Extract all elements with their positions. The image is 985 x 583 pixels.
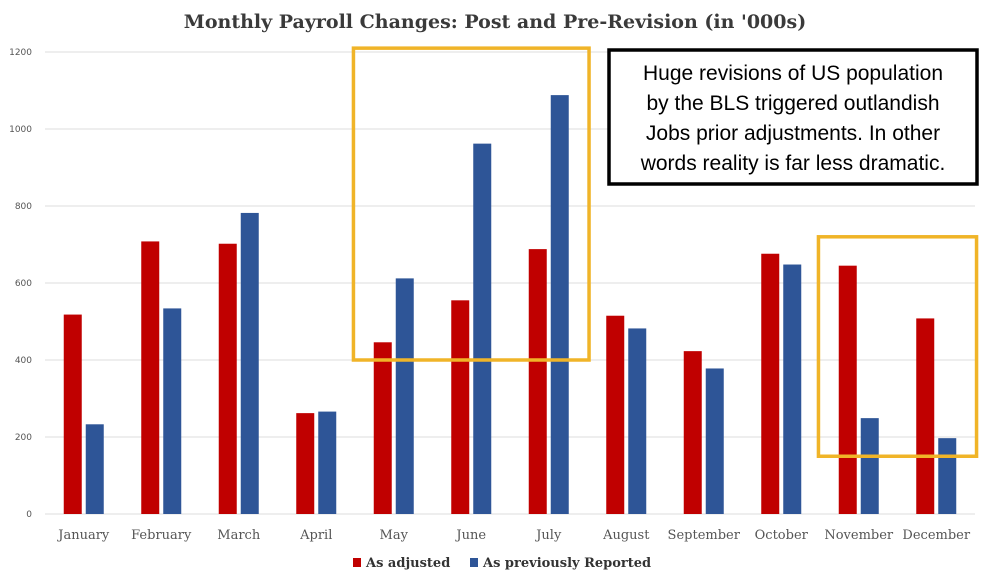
- bar-as-previously-reported-december: [938, 438, 957, 514]
- highlight-box-may-july: [351, 46, 591, 362]
- legend: As adjusted As previously Reported: [353, 556, 651, 571]
- x-axis-ticks: January February March April May June July Augu…: [56, 528, 971, 543]
- x-tick-label: June: [454, 528, 486, 543]
- bar-as-previously-reported-september: [705, 368, 724, 514]
- bar-as-previously-reported-march: [240, 212, 259, 514]
- x-tick-label: December: [902, 528, 970, 543]
- bar-as-previously-reported-july: [550, 95, 569, 515]
- legend-swatch-as-adjusted: [353, 558, 361, 567]
- bar-as-previously-reported-may: [395, 278, 414, 514]
- bar-as-previously-reported-june: [473, 143, 492, 514]
- legend-swatch-as-previously-reported: [470, 558, 478, 567]
- bars: [63, 95, 957, 515]
- x-tick-label: May: [380, 528, 409, 543]
- x-tick-label: March: [217, 528, 261, 543]
- bar-as-previously-reported-august: [628, 328, 647, 514]
- annotation-border: [607, 48, 979, 186]
- bar-as-adjusted-february: [141, 241, 160, 515]
- annotation-line-1: Huge revisions of US population: [643, 62, 943, 85]
- bar-as-previously-reported-november: [860, 418, 879, 514]
- y-tick-label: 0: [26, 510, 32, 520]
- bar-as-adjusted-december: [916, 318, 935, 514]
- x-tick-label: April: [299, 528, 332, 543]
- annotation-box: Huge revisions of US population by the B…: [607, 48, 979, 186]
- bar-as-adjusted-january: [63, 314, 82, 514]
- bar-as-adjusted-june: [451, 300, 470, 514]
- highlight-box-november-december: [816, 235, 979, 458]
- bar-as-adjusted-september: [683, 351, 702, 514]
- bar-as-previously-reported-april: [318, 411, 337, 514]
- y-tick-label: 1000: [9, 125, 32, 135]
- y-axis-ticks: 0 200 400 600 800 1000 1200: [9, 48, 32, 520]
- bar-as-adjusted-may: [373, 342, 392, 514]
- x-tick-label: February: [131, 528, 192, 543]
- annotation-line-3: Jobs prior adjustments. In other: [646, 122, 940, 145]
- bar-as-adjusted-november: [838, 265, 857, 514]
- y-tick-label: 400: [15, 356, 32, 366]
- bar-as-previously-reported-january: [85, 424, 104, 514]
- chart-title: Monthly Payroll Changes: Post and Pre-Re…: [184, 11, 806, 33]
- x-tick-label: September: [668, 528, 741, 543]
- x-tick-label: January: [56, 528, 110, 543]
- x-tick-label: July: [534, 528, 562, 543]
- x-tick-label: November: [824, 528, 894, 543]
- annotation-line-2: by the BLS triggered outlandish: [646, 92, 939, 115]
- bar-as-previously-reported-february: [163, 308, 182, 514]
- x-tick-label: August: [602, 528, 650, 543]
- y-tick-label: 600: [15, 279, 32, 289]
- legend-label-as-previously-reported: As previously Reported: [482, 556, 651, 571]
- bar-as-previously-reported-october: [783, 264, 802, 514]
- bar-as-adjusted-march: [218, 243, 237, 515]
- annotation-line-4: words reality is far less dramatic.: [640, 152, 946, 175]
- y-tick-label: 800: [15, 202, 32, 212]
- x-tick-label: October: [755, 528, 809, 543]
- y-tick-label: 1200: [9, 48, 32, 58]
- bar-as-adjusted-july: [528, 249, 547, 514]
- bar-as-adjusted-october: [761, 253, 780, 515]
- bar-as-adjusted-august: [606, 315, 625, 514]
- y-tick-label: 200: [15, 433, 32, 443]
- legend-label-as-adjusted: As adjusted: [365, 556, 450, 571]
- bar-as-adjusted-april: [296, 413, 315, 514]
- highlight-boxes: [351, 46, 979, 458]
